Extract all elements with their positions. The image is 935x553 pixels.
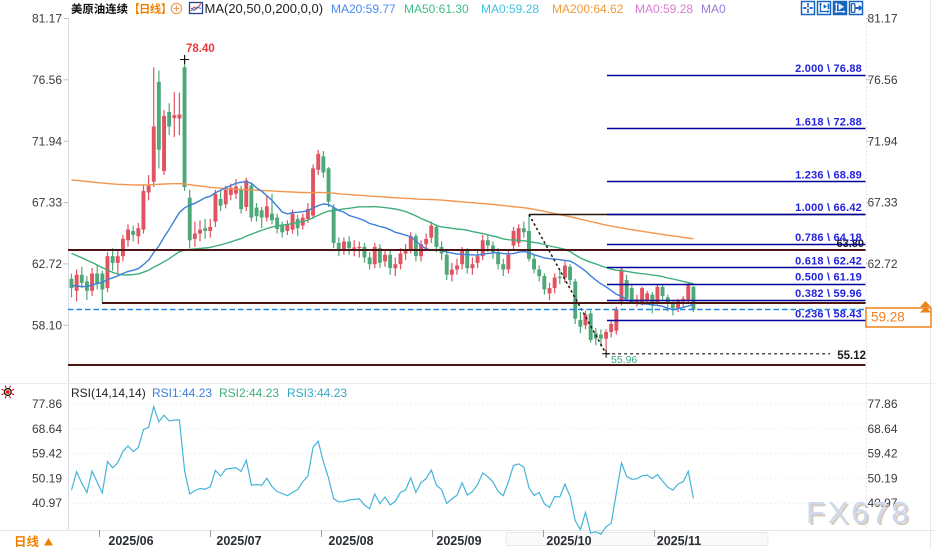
- svg-text:67.33: 67.33: [32, 196, 62, 210]
- svg-text:67.33: 67.33: [868, 196, 898, 210]
- svg-text:0.382 \ 59.96: 0.382 \ 59.96: [795, 288, 862, 300]
- svg-text:78.40: 78.40: [186, 43, 215, 55]
- svg-text:MA20:59.77: MA20:59.77: [331, 2, 396, 16]
- svg-text:FX678: FX678: [808, 497, 913, 532]
- svg-text:40.97: 40.97: [868, 496, 898, 510]
- svg-text:50.19: 50.19: [32, 471, 62, 485]
- svg-text:2025/10: 2025/10: [546, 534, 591, 548]
- svg-text:2025/07: 2025/07: [216, 534, 261, 548]
- svg-text:71.94: 71.94: [868, 134, 898, 148]
- svg-text:0.500 \ 61.19: 0.500 \ 61.19: [795, 272, 862, 284]
- svg-text:76.56: 76.56: [868, 73, 898, 87]
- svg-text:81.17: 81.17: [32, 12, 62, 26]
- svg-text:62.72: 62.72: [868, 257, 898, 271]
- svg-text:MA0: MA0: [701, 2, 726, 16]
- svg-text:55.12: 55.12: [837, 350, 866, 362]
- svg-text:40.97: 40.97: [32, 496, 62, 510]
- svg-text:2025/08: 2025/08: [328, 534, 373, 548]
- svg-text:RSI1:44.23: RSI1:44.23: [152, 386, 212, 400]
- svg-text:MA50:61.30: MA50:61.30: [404, 2, 469, 16]
- svg-text:MA0:59.28: MA0:59.28: [635, 2, 693, 16]
- svg-text:2025/09: 2025/09: [436, 534, 481, 548]
- svg-text:0.618 \ 62.42: 0.618 \ 62.42: [795, 255, 862, 267]
- svg-text:77.86: 77.86: [32, 397, 62, 411]
- svg-text:71.94: 71.94: [32, 134, 62, 148]
- svg-text:58.10: 58.10: [32, 318, 62, 332]
- svg-text:76.56: 76.56: [32, 73, 62, 87]
- svg-text:2025/11: 2025/11: [657, 534, 702, 548]
- svg-text:1.000 \ 66.42: 1.000 \ 66.42: [795, 202, 862, 214]
- svg-text:77.86: 77.86: [868, 397, 898, 411]
- svg-text:68.64: 68.64: [868, 422, 898, 436]
- svg-text:59.28: 59.28: [871, 310, 905, 325]
- svg-text:1.236 \ 68.89: 1.236 \ 68.89: [795, 169, 862, 181]
- svg-text:59.42: 59.42: [868, 447, 898, 461]
- svg-text:2.000 \ 76.88: 2.000 \ 76.88: [795, 63, 862, 75]
- svg-text:55.96: 55.96: [611, 354, 637, 366]
- svg-text:59.42: 59.42: [32, 447, 62, 461]
- svg-text:MA200:64.62: MA200:64.62: [552, 2, 624, 16]
- svg-text:50.19: 50.19: [868, 471, 898, 485]
- svg-text:FX678: FX678: [806, 495, 911, 530]
- svg-text:1.618 \ 72.88: 1.618 \ 72.88: [795, 116, 862, 128]
- svg-text:RSI2:44.23: RSI2:44.23: [219, 386, 279, 400]
- svg-text:68.64: 68.64: [32, 422, 62, 436]
- svg-text:62.72: 62.72: [32, 257, 62, 271]
- svg-text:81.17: 81.17: [868, 12, 898, 26]
- svg-text:0.236 \ 58.43: 0.236 \ 58.43: [795, 308, 862, 320]
- svg-text:2025/06: 2025/06: [108, 534, 153, 548]
- svg-text:RSI3:44.23: RSI3:44.23: [287, 386, 347, 400]
- svg-text:MA(20,50,0,200,0,0): MA(20,50,0,200,0,0): [205, 1, 324, 16]
- svg-text:0.786 \ 64.18: 0.786 \ 64.18: [795, 232, 862, 244]
- svg-text:RSI(14,14,14): RSI(14,14,14): [71, 386, 146, 400]
- svg-text:MA0:59.28: MA0:59.28: [481, 2, 539, 16]
